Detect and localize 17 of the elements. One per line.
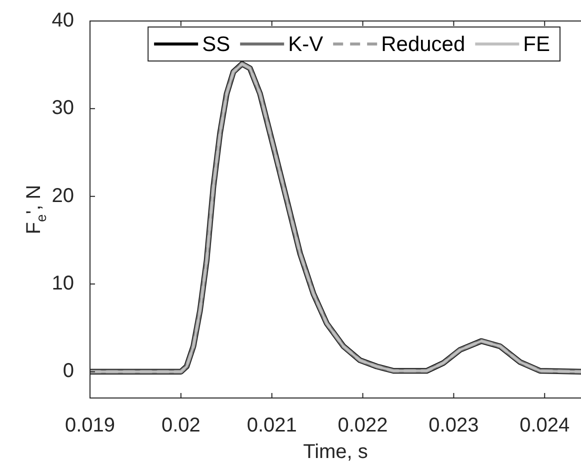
x-tick-label: 0.021 <box>246 414 297 437</box>
y-tick-label: 10 <box>52 272 74 295</box>
x-tick-label: 0.019 <box>64 414 116 437</box>
legend-label: K-V <box>288 32 324 56</box>
x-tick-label: 0.022 <box>338 414 388 437</box>
y-tick-label: 40 <box>52 10 74 32</box>
x-tick-label: 0.023 <box>428 414 479 437</box>
x-tick-label: 0.02 <box>161 414 200 437</box>
legend-label: Reduced <box>381 32 466 56</box>
legend-label: SS <box>202 32 230 56</box>
y-tick-label: 30 <box>52 97 74 120</box>
y-axis-title: Fe', N <box>23 184 49 234</box>
x-tick-label: 0.024 <box>520 414 570 437</box>
y-tick-label: 0 <box>62 360 74 382</box>
x-axis-title: Time, s <box>303 441 368 463</box>
legend-label: FE <box>523 32 550 56</box>
y-tick-label: 20 <box>52 184 74 207</box>
